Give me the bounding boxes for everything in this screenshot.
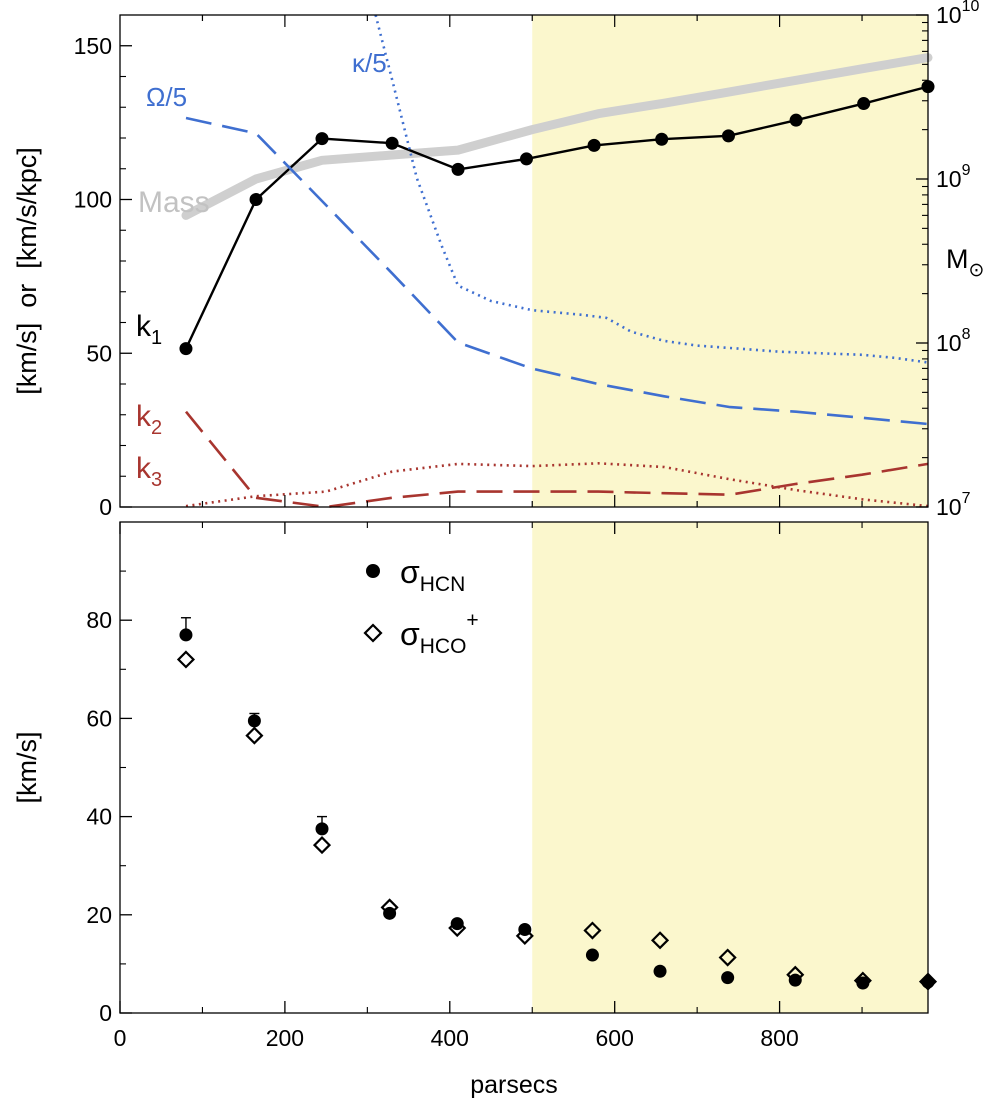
bottom-y-axis-label: [km/s] — [12, 732, 42, 804]
bottom-y-tick-label: 20 — [86, 902, 112, 928]
k1-point — [721, 129, 735, 143]
bottom-x-tick-label: 400 — [431, 1025, 469, 1051]
k3-label: k3 — [136, 452, 162, 491]
hcn-point — [856, 976, 870, 990]
bottom-x-tick-label: 200 — [266, 1025, 304, 1051]
k1-point — [179, 342, 193, 356]
hco-point — [718, 948, 737, 967]
legend-hcn-marker — [366, 564, 380, 578]
top-y-axis-label: [km/s] or [km/s/kpc] — [12, 147, 42, 395]
sun-symbol-icon: ⊙ — [969, 260, 985, 281]
series-line-mass — [181, 53, 933, 220]
k1-point — [587, 138, 601, 152]
hco-point — [312, 836, 332, 855]
top-y-tick-label: 0 — [99, 494, 112, 520]
top-plot-lines — [179, 14, 935, 509]
k2-label: k2 — [136, 400, 162, 439]
series-line-kappa-5 — [374, 14, 929, 364]
legend-hco-marker — [363, 623, 383, 643]
right-tick-label: 109 — [936, 162, 971, 192]
bottom-x-tick-label: 600 — [596, 1025, 634, 1051]
k1-point — [857, 97, 871, 111]
k1-point — [249, 193, 263, 206]
series-line-omega-5 — [185, 116, 929, 426]
kappa-label: κ/5 — [352, 48, 387, 78]
top-series-labels: Mass Ω/5 κ/5 k1 k2 k3 — [136, 48, 387, 491]
k1-point — [315, 132, 329, 146]
bottom-legend: σHCN σHCO+ — [363, 554, 479, 658]
hcn-point — [518, 923, 532, 937]
right-axis-label-m: M — [946, 244, 969, 274]
hcn-point — [721, 971, 735, 985]
hcn-point — [247, 714, 261, 728]
k1-label: k1 — [136, 310, 162, 349]
bottom-plot-points — [176, 617, 938, 991]
top-shaded-region — [532, 15, 928, 507]
hco-point — [650, 931, 670, 950]
right-tick-label: 1010 — [936, 0, 979, 28]
bottom-y-tick-label: 40 — [86, 804, 112, 830]
top-y-tick-label: 50 — [86, 340, 112, 366]
bottom-y-tick-label: 60 — [86, 705, 112, 731]
hcn-point — [788, 973, 802, 987]
hcn-point — [585, 948, 599, 962]
mass-label: Mass — [138, 186, 210, 219]
k1-point — [655, 132, 669, 146]
top-axis-ticks: 0 50 100 150 107 108 109 1010 — [74, 0, 980, 520]
series-line-k3 — [185, 461, 929, 508]
bottom-x-tick-label: 800 — [760, 1025, 798, 1051]
hcn-point — [179, 628, 193, 642]
hco-point — [176, 650, 196, 669]
hco-point — [583, 921, 602, 940]
legend-hcn-label: σHCN — [400, 554, 465, 596]
bottom-y-tick-label: 0 — [99, 1000, 112, 1026]
top-y-tick-label: 100 — [74, 187, 112, 213]
bottom-x-axis-label: parsecs — [470, 1071, 558, 1099]
k1-point — [385, 136, 399, 150]
series-line-k1 — [184, 85, 929, 350]
bottom-x-tick-label: 0 — [114, 1025, 127, 1051]
hcn-point — [315, 822, 329, 836]
k1-point — [451, 162, 465, 176]
right-tick-label: 108 — [936, 326, 971, 356]
hcn-point — [383, 906, 397, 920]
hcn-point — [653, 964, 667, 978]
right-tick-label: 107 — [936, 490, 971, 520]
hcn-point — [450, 917, 464, 931]
hco-point — [245, 726, 264, 745]
k1-point — [789, 113, 803, 127]
legend-hco-label: σHCO+ — [400, 609, 479, 658]
series-line-k2 — [184, 410, 929, 509]
bottom-y-tick-label: 80 — [86, 607, 112, 633]
bottom-shaded-region — [532, 522, 928, 1013]
k1-point — [519, 152, 533, 166]
omega-label: Ω/5 — [146, 82, 187, 112]
top-y-tick-label: 150 — [74, 33, 112, 59]
top-right-axis-label: M⊙ — [946, 244, 984, 281]
